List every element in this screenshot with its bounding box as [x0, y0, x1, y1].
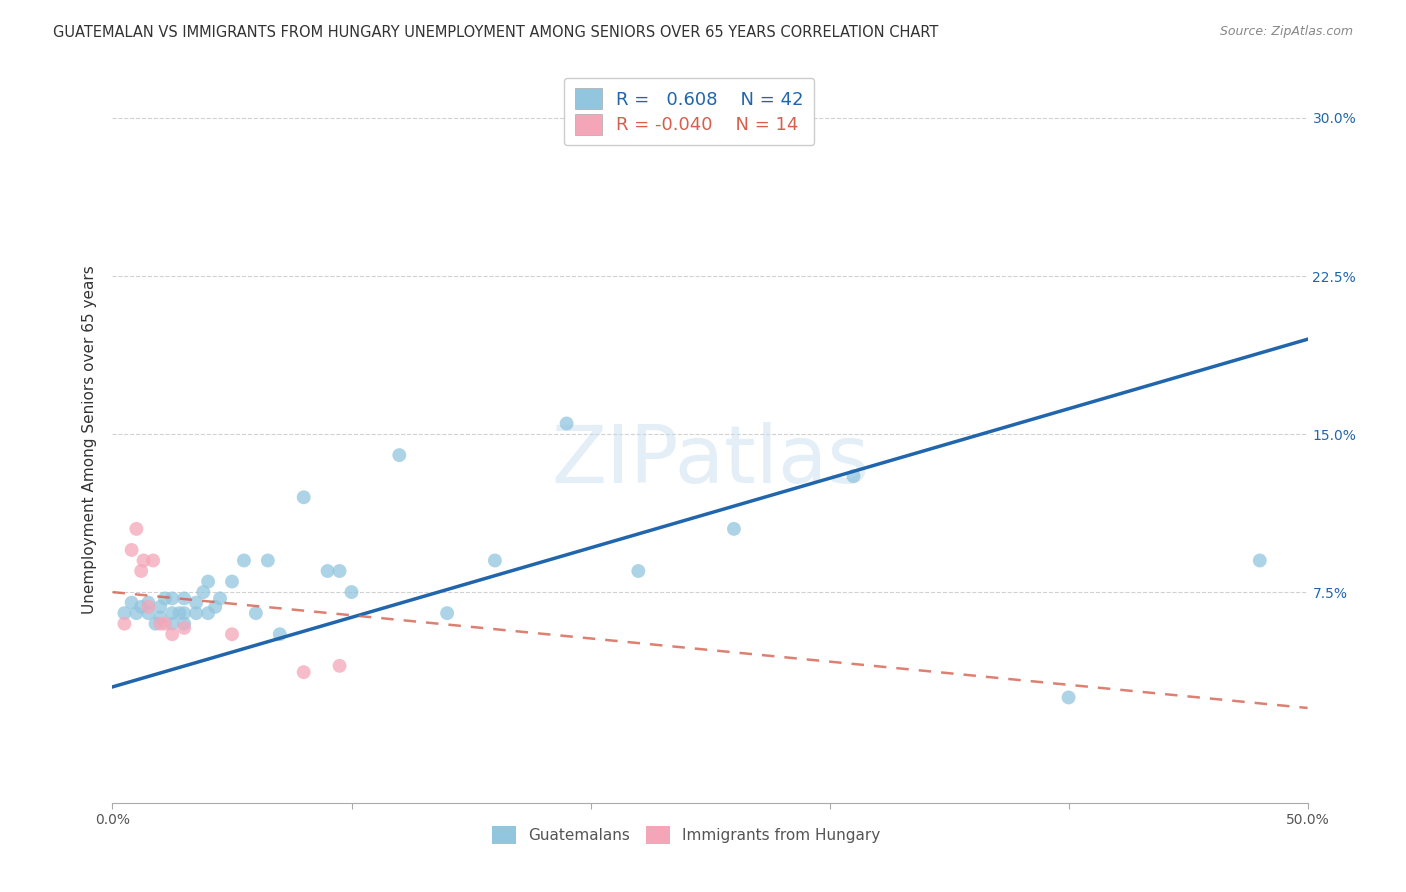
Point: [204, 599, 226, 614]
Point: [388, 448, 411, 462]
Point: [149, 616, 172, 631]
Point: [197, 574, 219, 589]
Point: [138, 606, 160, 620]
Point: [149, 610, 172, 624]
Y-axis label: Unemployment Among Seniors over 65 years: Unemployment Among Seniors over 65 years: [82, 265, 97, 614]
Point: [125, 606, 148, 620]
Point: [233, 553, 256, 567]
Point: [162, 616, 183, 631]
Text: Source: ZipAtlas.com: Source: ZipAtlas.com: [1219, 25, 1353, 38]
Point: [197, 606, 219, 620]
Point: [121, 596, 143, 610]
Point: [129, 599, 152, 614]
Point: [162, 606, 183, 620]
Point: [145, 616, 167, 631]
Point: [121, 543, 143, 558]
Point: [723, 522, 745, 536]
Point: [173, 591, 195, 606]
Point: [142, 553, 165, 567]
Point: [132, 553, 155, 567]
Point: [114, 616, 135, 631]
Point: [245, 606, 267, 620]
Point: [153, 616, 176, 631]
Point: [842, 469, 865, 483]
Point: [555, 417, 578, 431]
Point: [221, 574, 243, 589]
Point: [186, 606, 208, 620]
Point: [269, 627, 291, 641]
Point: [292, 665, 315, 680]
Point: [169, 606, 191, 620]
Point: [114, 606, 135, 620]
Point: [316, 564, 339, 578]
Text: GUATEMALAN VS IMMIGRANTS FROM HUNGARY UNEMPLOYMENT AMONG SENIORS OVER 65 YEARS C: GUATEMALAN VS IMMIGRANTS FROM HUNGARY UN…: [53, 25, 939, 40]
Point: [292, 490, 315, 504]
Point: [436, 606, 458, 620]
Point: [173, 621, 195, 635]
Point: [193, 585, 215, 599]
Text: ZIPatlas: ZIPatlas: [551, 422, 869, 500]
Point: [162, 591, 183, 606]
Point: [329, 564, 352, 578]
Point: [162, 627, 183, 641]
Point: [484, 553, 506, 567]
Point: [186, 596, 208, 610]
Point: [125, 522, 148, 536]
Point: [221, 627, 243, 641]
Point: [627, 564, 650, 578]
Point: [340, 585, 363, 599]
Point: [329, 658, 352, 673]
Point: [209, 591, 232, 606]
Point: [153, 591, 176, 606]
Point: [129, 564, 152, 578]
Point: [138, 596, 160, 610]
Point: [173, 616, 195, 631]
Point: [1057, 690, 1080, 705]
Point: [173, 606, 195, 620]
Legend: Guatemalans, Immigrants from Hungary: Guatemalans, Immigrants from Hungary: [485, 820, 887, 850]
Point: [257, 553, 280, 567]
Point: [149, 599, 172, 614]
Point: [1249, 553, 1271, 567]
Point: [138, 599, 160, 614]
